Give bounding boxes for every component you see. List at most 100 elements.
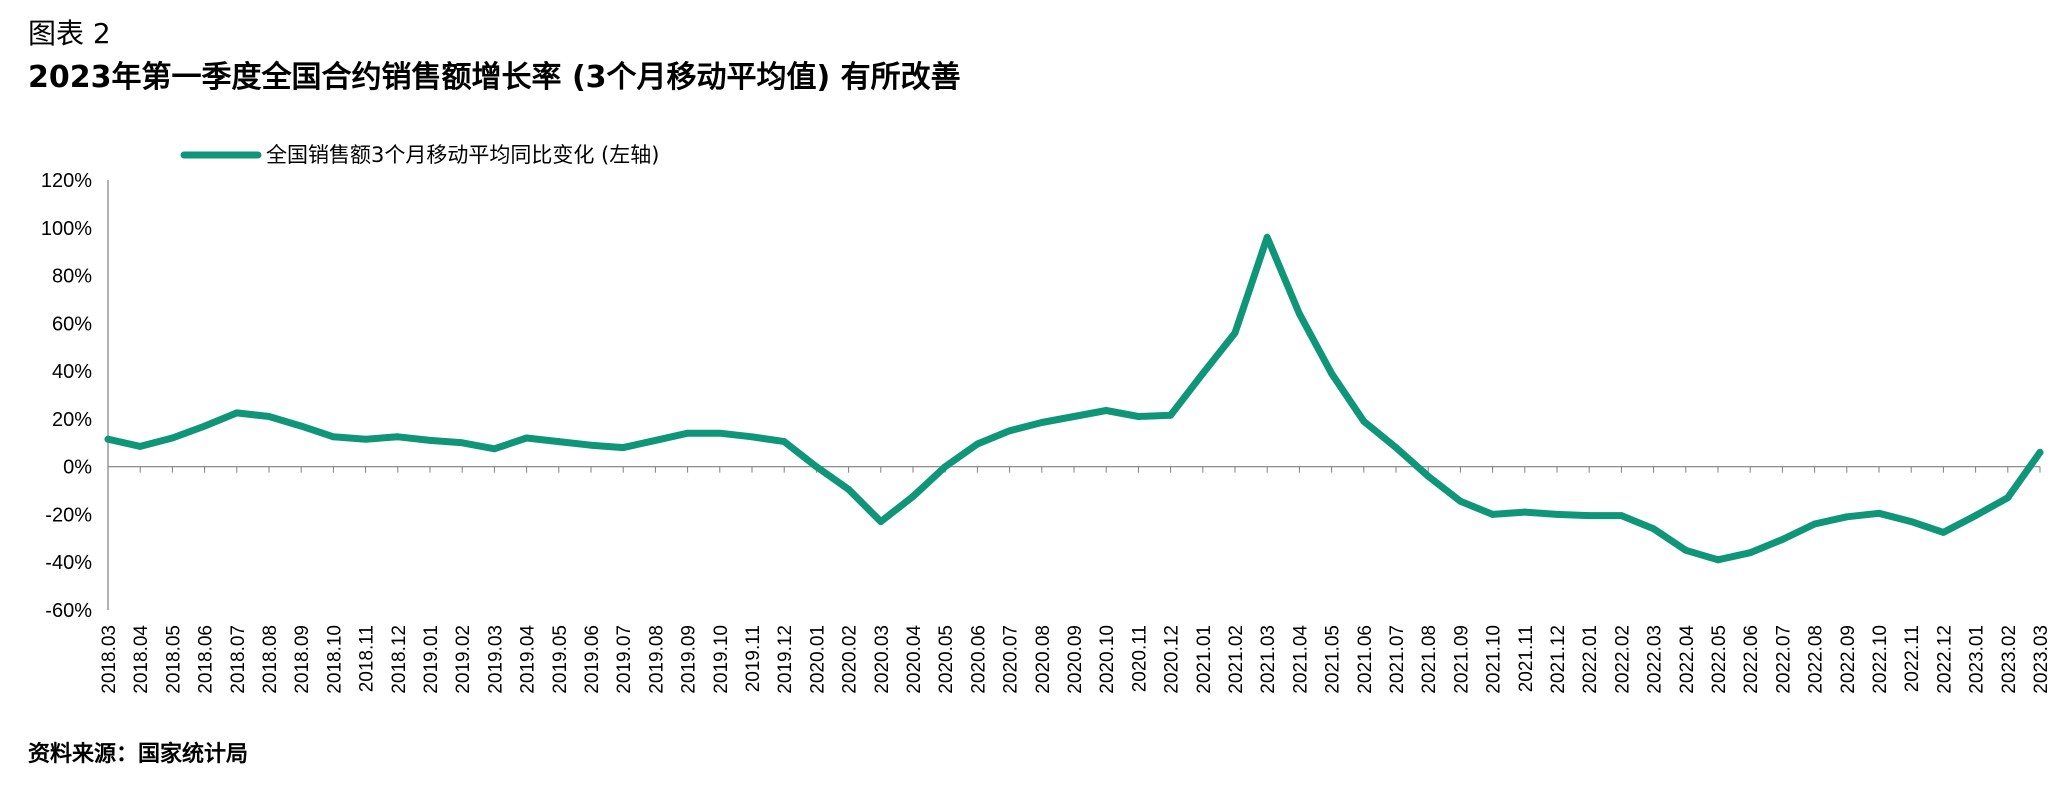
y-tick-label: 40% [52, 361, 92, 383]
data-point [587, 441, 595, 449]
data-point [1424, 472, 1432, 480]
y-tick-label: -40% [45, 552, 92, 574]
data-point [1682, 546, 1690, 554]
x-tick-label: 2022.02 [1612, 625, 1633, 694]
data-point [1811, 520, 1818, 528]
y-tick-label: 120% [41, 170, 92, 192]
data-point [1489, 511, 1496, 518]
legend-label: 全国销售额3个月移动平均同比变化 (左轴) [266, 143, 659, 167]
series-line [104, 233, 2044, 564]
x-tick-label: 2023.02 [1999, 625, 2020, 694]
data-point [845, 485, 852, 493]
x-tick-label: 2021.06 [1355, 625, 1376, 694]
x-tick-label: 2019.08 [646, 625, 667, 694]
data-point [491, 445, 498, 453]
data-point [619, 444, 627, 451]
data-point [136, 442, 144, 450]
data-point [1618, 512, 1625, 520]
x-axis: 2018.03 2018.04 2018.05 2018.06 2018.07 2018.… [99, 466, 2052, 694]
data-point [1102, 407, 1110, 414]
data-point [748, 433, 756, 441]
data-point [1779, 536, 1786, 543]
x-tick-label: 2021.11 [1516, 625, 1537, 692]
y-axis: -60% -40% -20% 0% 20% 40% 60% 80% 100% 120% [41, 170, 109, 622]
data-point [1070, 413, 1078, 420]
x-tick-label: 2021.07 [1387, 625, 1408, 694]
data-point [426, 436, 434, 444]
y-tick-label: 100% [41, 218, 92, 240]
x-tick-label: 2018.08 [260, 625, 281, 694]
x-tick-label: 2019.11 [743, 625, 764, 692]
data-point [233, 409, 241, 417]
x-tick-label: 2019.09 [679, 625, 700, 694]
x-tick-label: 2022.06 [1741, 625, 1762, 694]
x-tick-label: 2018.04 [131, 625, 152, 694]
data-point [1038, 419, 1046, 426]
source-note: 资料来源：国家统计局 [28, 742, 249, 767]
data-point [1843, 513, 1851, 521]
data-point [330, 433, 337, 441]
x-tick-label: 2019.06 [582, 625, 603, 694]
x-tick-label: 2020.05 [936, 625, 957, 694]
data-point [1392, 444, 1400, 451]
x-tick-label: 2022.08 [1806, 625, 1827, 694]
data-point [394, 433, 402, 441]
x-tick-label: 2020.11 [1129, 625, 1150, 692]
y-tick-label: -20% [45, 504, 92, 526]
data-point [909, 493, 917, 500]
x-tick-label: 2022.11 [1902, 625, 1923, 692]
data-point [780, 438, 788, 445]
data-point [1940, 528, 1947, 536]
x-tick-label: 2022.07 [1773, 625, 1794, 694]
data-point [362, 435, 369, 443]
x-tick-label: 2019.05 [550, 625, 571, 694]
x-tick-label: 2021.09 [1451, 625, 1472, 694]
data-point [1360, 417, 1368, 425]
data-point [1746, 549, 1754, 557]
x-tick-label: 2020.01 [807, 625, 828, 694]
x-tick-label: 2020.10 [1097, 625, 1118, 694]
data-point [1006, 427, 1013, 435]
data-point [1263, 233, 1271, 241]
data-point [1231, 329, 1239, 337]
y-tick-label: 60% [52, 313, 92, 335]
x-tick-label: 2020.09 [1065, 625, 1086, 694]
x-tick-label: 2021.01 [1194, 625, 1215, 694]
x-tick-label: 2020.06 [968, 625, 989, 694]
x-tick-label: 2020.07 [1001, 625, 1022, 694]
data-point [104, 435, 112, 443]
data-point [941, 463, 949, 471]
x-tick-label: 2020.12 [1162, 625, 1183, 694]
x-tick-label: 2019.02 [453, 625, 474, 694]
figure-label: 图表 2 [28, 17, 111, 50]
x-tick-label: 2020.08 [1033, 625, 1054, 694]
data-point [1135, 413, 1142, 420]
x-tick-label: 2021.02 [1226, 625, 1247, 694]
data-point [1296, 310, 1303, 318]
x-tick-label: 2022.09 [1838, 625, 1859, 694]
plot-area [104, 233, 2044, 564]
x-tick-label: 2022.04 [1677, 625, 1698, 694]
data-point [1553, 511, 1561, 518]
x-tick-label: 2022.01 [1580, 625, 1601, 694]
data-point [201, 422, 209, 430]
data-point [813, 463, 820, 471]
data-point [1167, 411, 1174, 419]
x-tick-label: 2019.12 [775, 625, 796, 694]
x-tick-label: 2021.08 [1419, 625, 1440, 694]
data-point [555, 438, 563, 445]
x-tick-label: 2018.05 [163, 625, 184, 694]
x-tick-label: 2022.12 [1934, 625, 1955, 694]
line-chart: 全国销售额3个月移动平均同比变化 (左轴) -60% -40% -20% 0% 20% 4… [41, 143, 2052, 694]
data-point [684, 429, 691, 437]
x-tick-label: 2019.03 [485, 625, 506, 694]
x-tick-label: 2021.12 [1548, 625, 1569, 694]
x-tick-label: 2020.02 [840, 625, 861, 694]
x-tick-label: 2023.01 [1967, 625, 1988, 694]
x-tick-label: 2018.03 [99, 625, 120, 694]
data-point [2036, 448, 2044, 456]
data-point [1457, 497, 1464, 505]
x-tick-label: 2022.10 [1870, 625, 1891, 694]
data-point [1907, 518, 1915, 526]
data-point [1875, 509, 1883, 517]
